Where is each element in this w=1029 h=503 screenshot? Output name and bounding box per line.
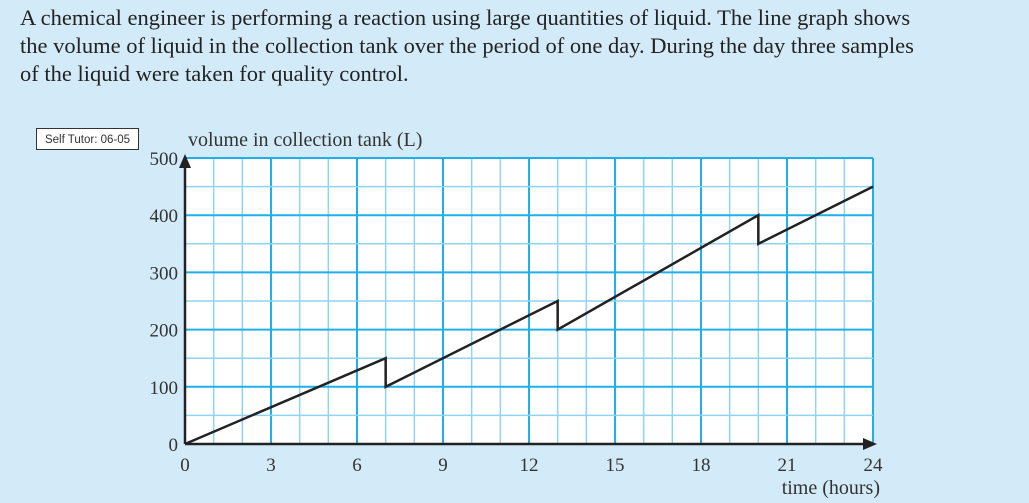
y-axis-label: volume in collection tank (L) xyxy=(188,129,422,151)
x-tick-label: 15 xyxy=(606,455,625,476)
y-tick-label: 400 xyxy=(150,206,179,227)
x-axis-arrow-icon xyxy=(863,438,877,450)
y-tick-label: 300 xyxy=(150,263,179,284)
x-tick-label: 9 xyxy=(438,455,448,476)
x-tick-label: 24 xyxy=(864,455,884,476)
x-tick-label: 0 xyxy=(180,455,190,476)
self-tutor-button[interactable]: Self Tutor: 06-05 xyxy=(36,128,139,150)
y-tick-label: 200 xyxy=(150,321,179,342)
series-line-volume xyxy=(184,185,874,446)
y-tick-label: 500 xyxy=(150,149,179,170)
question-text: A chemical engineer is performing a reac… xyxy=(20,5,914,86)
x-tick-label: 12 xyxy=(520,455,539,476)
x-tick-label: 3 xyxy=(266,455,276,476)
x-tick-label: 6 xyxy=(352,455,362,476)
y-tick-label: 100 xyxy=(150,378,179,399)
x-axis-label: time (hours) xyxy=(782,477,880,499)
y-tick-label: 0 xyxy=(169,435,179,456)
x-tick-label: 21 xyxy=(778,455,797,476)
y-axis-arrow-icon xyxy=(179,154,191,168)
x-tick-label: 18 xyxy=(692,455,711,476)
